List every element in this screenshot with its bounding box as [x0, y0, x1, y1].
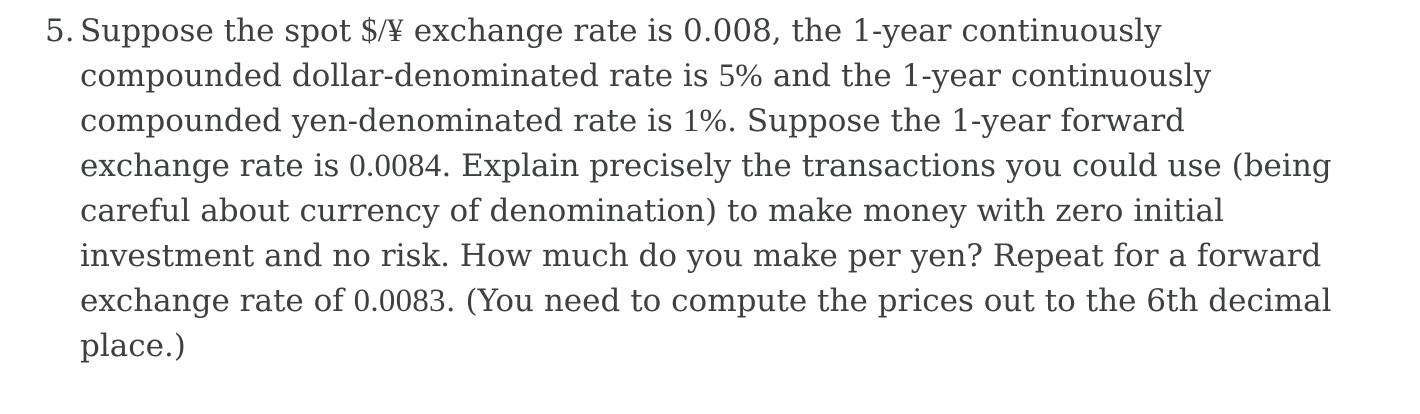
problem-line: careful about currency of denomination) …	[80, 189, 1380, 234]
problem-line: exchange rate of 0.0083. (You need to co…	[80, 279, 1380, 324]
problem-statement: 5. Suppose the spot $/¥ exchange rate is…	[45, 9, 1380, 369]
math-segment: 1%	[682, 103, 728, 139]
text-segment: exchange rate of	[80, 283, 354, 319]
text-segment: careful about currency of denomination) …	[80, 193, 1224, 229]
math-segment: 5%	[718, 58, 763, 94]
math-segment: 0.0083	[353, 283, 446, 319]
text-segment: compounded dollar-denominated rate is	[80, 58, 719, 94]
text-segment: . Explain precisely the transactions you…	[441, 148, 1332, 184]
text-segment: . Suppose the 1-year forward	[727, 103, 1186, 139]
text-segment: investment and no risk. How much do you …	[80, 238, 1322, 274]
problem-line: exchange rate is 0.0084. Explain precise…	[80, 144, 1380, 189]
problem-line: place.)	[80, 324, 1380, 369]
text-segment: Suppose the spot	[80, 13, 362, 49]
problem-line: investment and no risk. How much do you …	[80, 234, 1380, 279]
text-segment: . (You need to compute the prices out to…	[445, 283, 1332, 319]
problem-number: 5.	[45, 13, 75, 49]
problem-line: Suppose the spot $/¥ exchange rate is 0.…	[80, 9, 1380, 54]
text-segment: exchange rate is 0.008, the 1-year conti…	[403, 13, 1162, 49]
problem-text: Suppose the spot $/¥ exchange rate is 0.…	[80, 9, 1380, 369]
text-segment: compounded yen-denominated rate is	[80, 103, 683, 139]
problem-line: compounded yen-denominated rate is 1%. S…	[80, 99, 1380, 144]
text-segment: place.)	[80, 328, 186, 364]
problem-line: compounded dollar-denominated rate is 5%…	[80, 54, 1380, 99]
text-segment: and the 1-year continuously	[762, 58, 1212, 94]
math-segment: $/¥	[361, 13, 404, 49]
math-segment: 0.0084	[349, 148, 442, 184]
text-segment: exchange rate is	[80, 148, 350, 184]
